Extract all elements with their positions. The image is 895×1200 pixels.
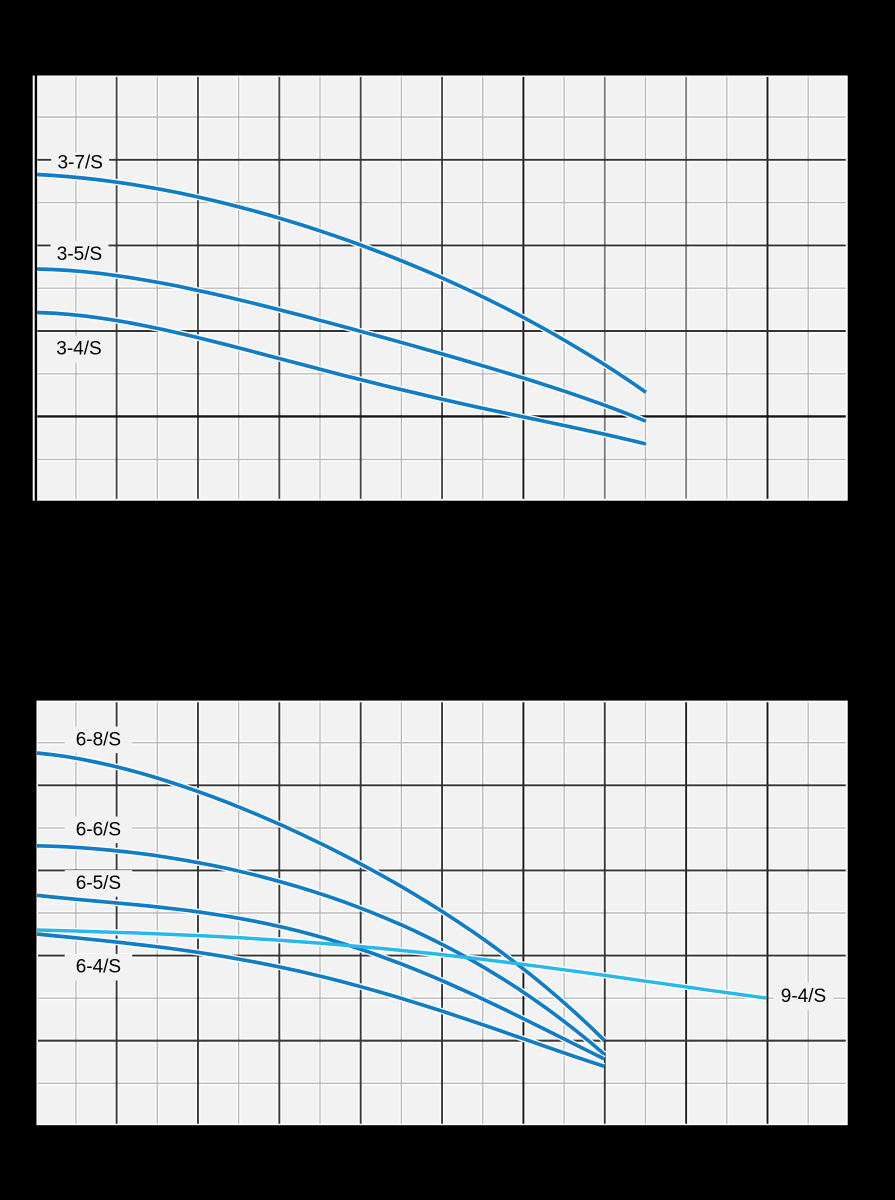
svg-text:9-4/S: 9-4/S	[781, 986, 826, 1007]
svg-text:3-4/S: 3-4/S	[56, 339, 101, 360]
svg-text:6-6/S: 6-6/S	[76, 819, 121, 840]
svg-text:3-5/S: 3-5/S	[57, 244, 102, 265]
svg-text:6-4/S: 6-4/S	[76, 957, 121, 978]
svg-text:6-5/S: 6-5/S	[76, 873, 121, 894]
svg-text:6-8/S: 6-8/S	[76, 729, 121, 750]
svg-text:3-7/S: 3-7/S	[57, 153, 102, 174]
